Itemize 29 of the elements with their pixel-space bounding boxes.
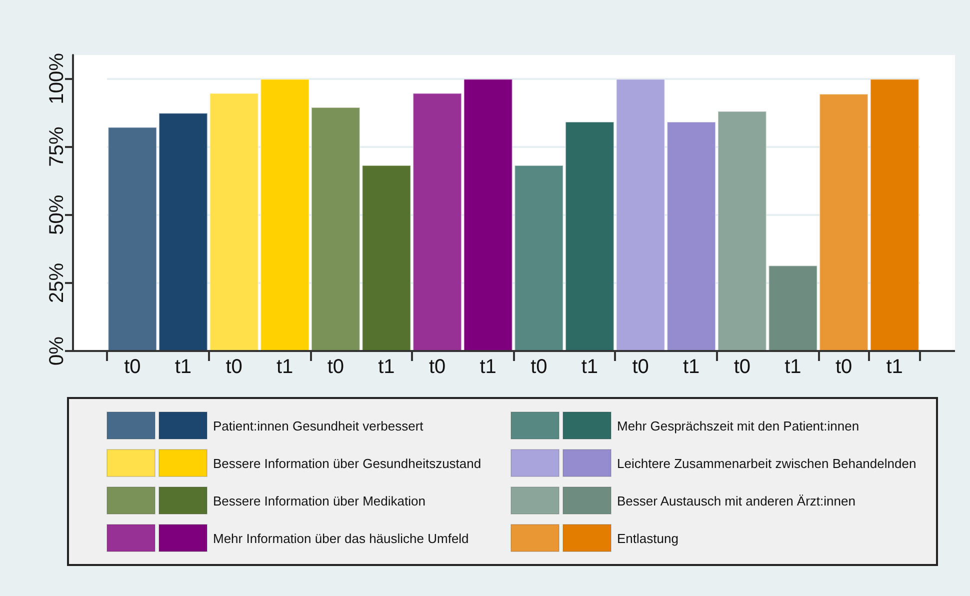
x-tick-label: t0 bbox=[226, 356, 242, 378]
x-tick-label: t1 bbox=[683, 356, 700, 378]
legend-label: Leichtere Zusammenarbeit zwischen Behandelnden bbox=[617, 456, 916, 471]
x-tick-label: t1 bbox=[174, 356, 192, 378]
x-tick-label: t1 bbox=[886, 356, 903, 378]
x-tick-label: t0 bbox=[835, 356, 852, 378]
legend-label: Bessere Information über Gesundheitszustand bbox=[213, 456, 482, 471]
legend-label: Patient:innen Gesundheit verbessert bbox=[213, 418, 424, 434]
legend-label: Entlastung bbox=[617, 531, 678, 546]
y-tick-label: 100% bbox=[46, 52, 68, 104]
x-tick-label: t0 bbox=[124, 356, 141, 378]
x-tick-label: t1 bbox=[581, 356, 598, 378]
legend-label: Besser Austausch mit anderen Ärzt:innen bbox=[617, 494, 856, 508]
y-tick-label: 75% bbox=[46, 126, 68, 167]
x-tick-label: t0 bbox=[530, 356, 548, 378]
x-tick-label: t0 bbox=[734, 356, 750, 378]
x-tick-label: t0 bbox=[327, 356, 344, 378]
x-tick-label: t1 bbox=[276, 356, 294, 378]
y-tick-label: 50% bbox=[46, 194, 68, 235]
y-tick-label: 0% bbox=[46, 336, 68, 366]
legend-label: Mehr Information über das häusliche Umfeld bbox=[213, 531, 469, 546]
x-tick-label: t1 bbox=[378, 356, 395, 378]
x-tick-label: t0 bbox=[632, 356, 649, 378]
x-tick-label: t1 bbox=[784, 356, 802, 378]
legend-label: Mehr Gesprächszeit mit den Patient:innen bbox=[617, 418, 860, 434]
y-tick-label: 25% bbox=[46, 262, 68, 303]
x-tick-label: t1 bbox=[480, 356, 496, 378]
legend-label: Bessere Information über Medikation bbox=[213, 494, 426, 508]
x-tick-label: t0 bbox=[428, 356, 446, 378]
